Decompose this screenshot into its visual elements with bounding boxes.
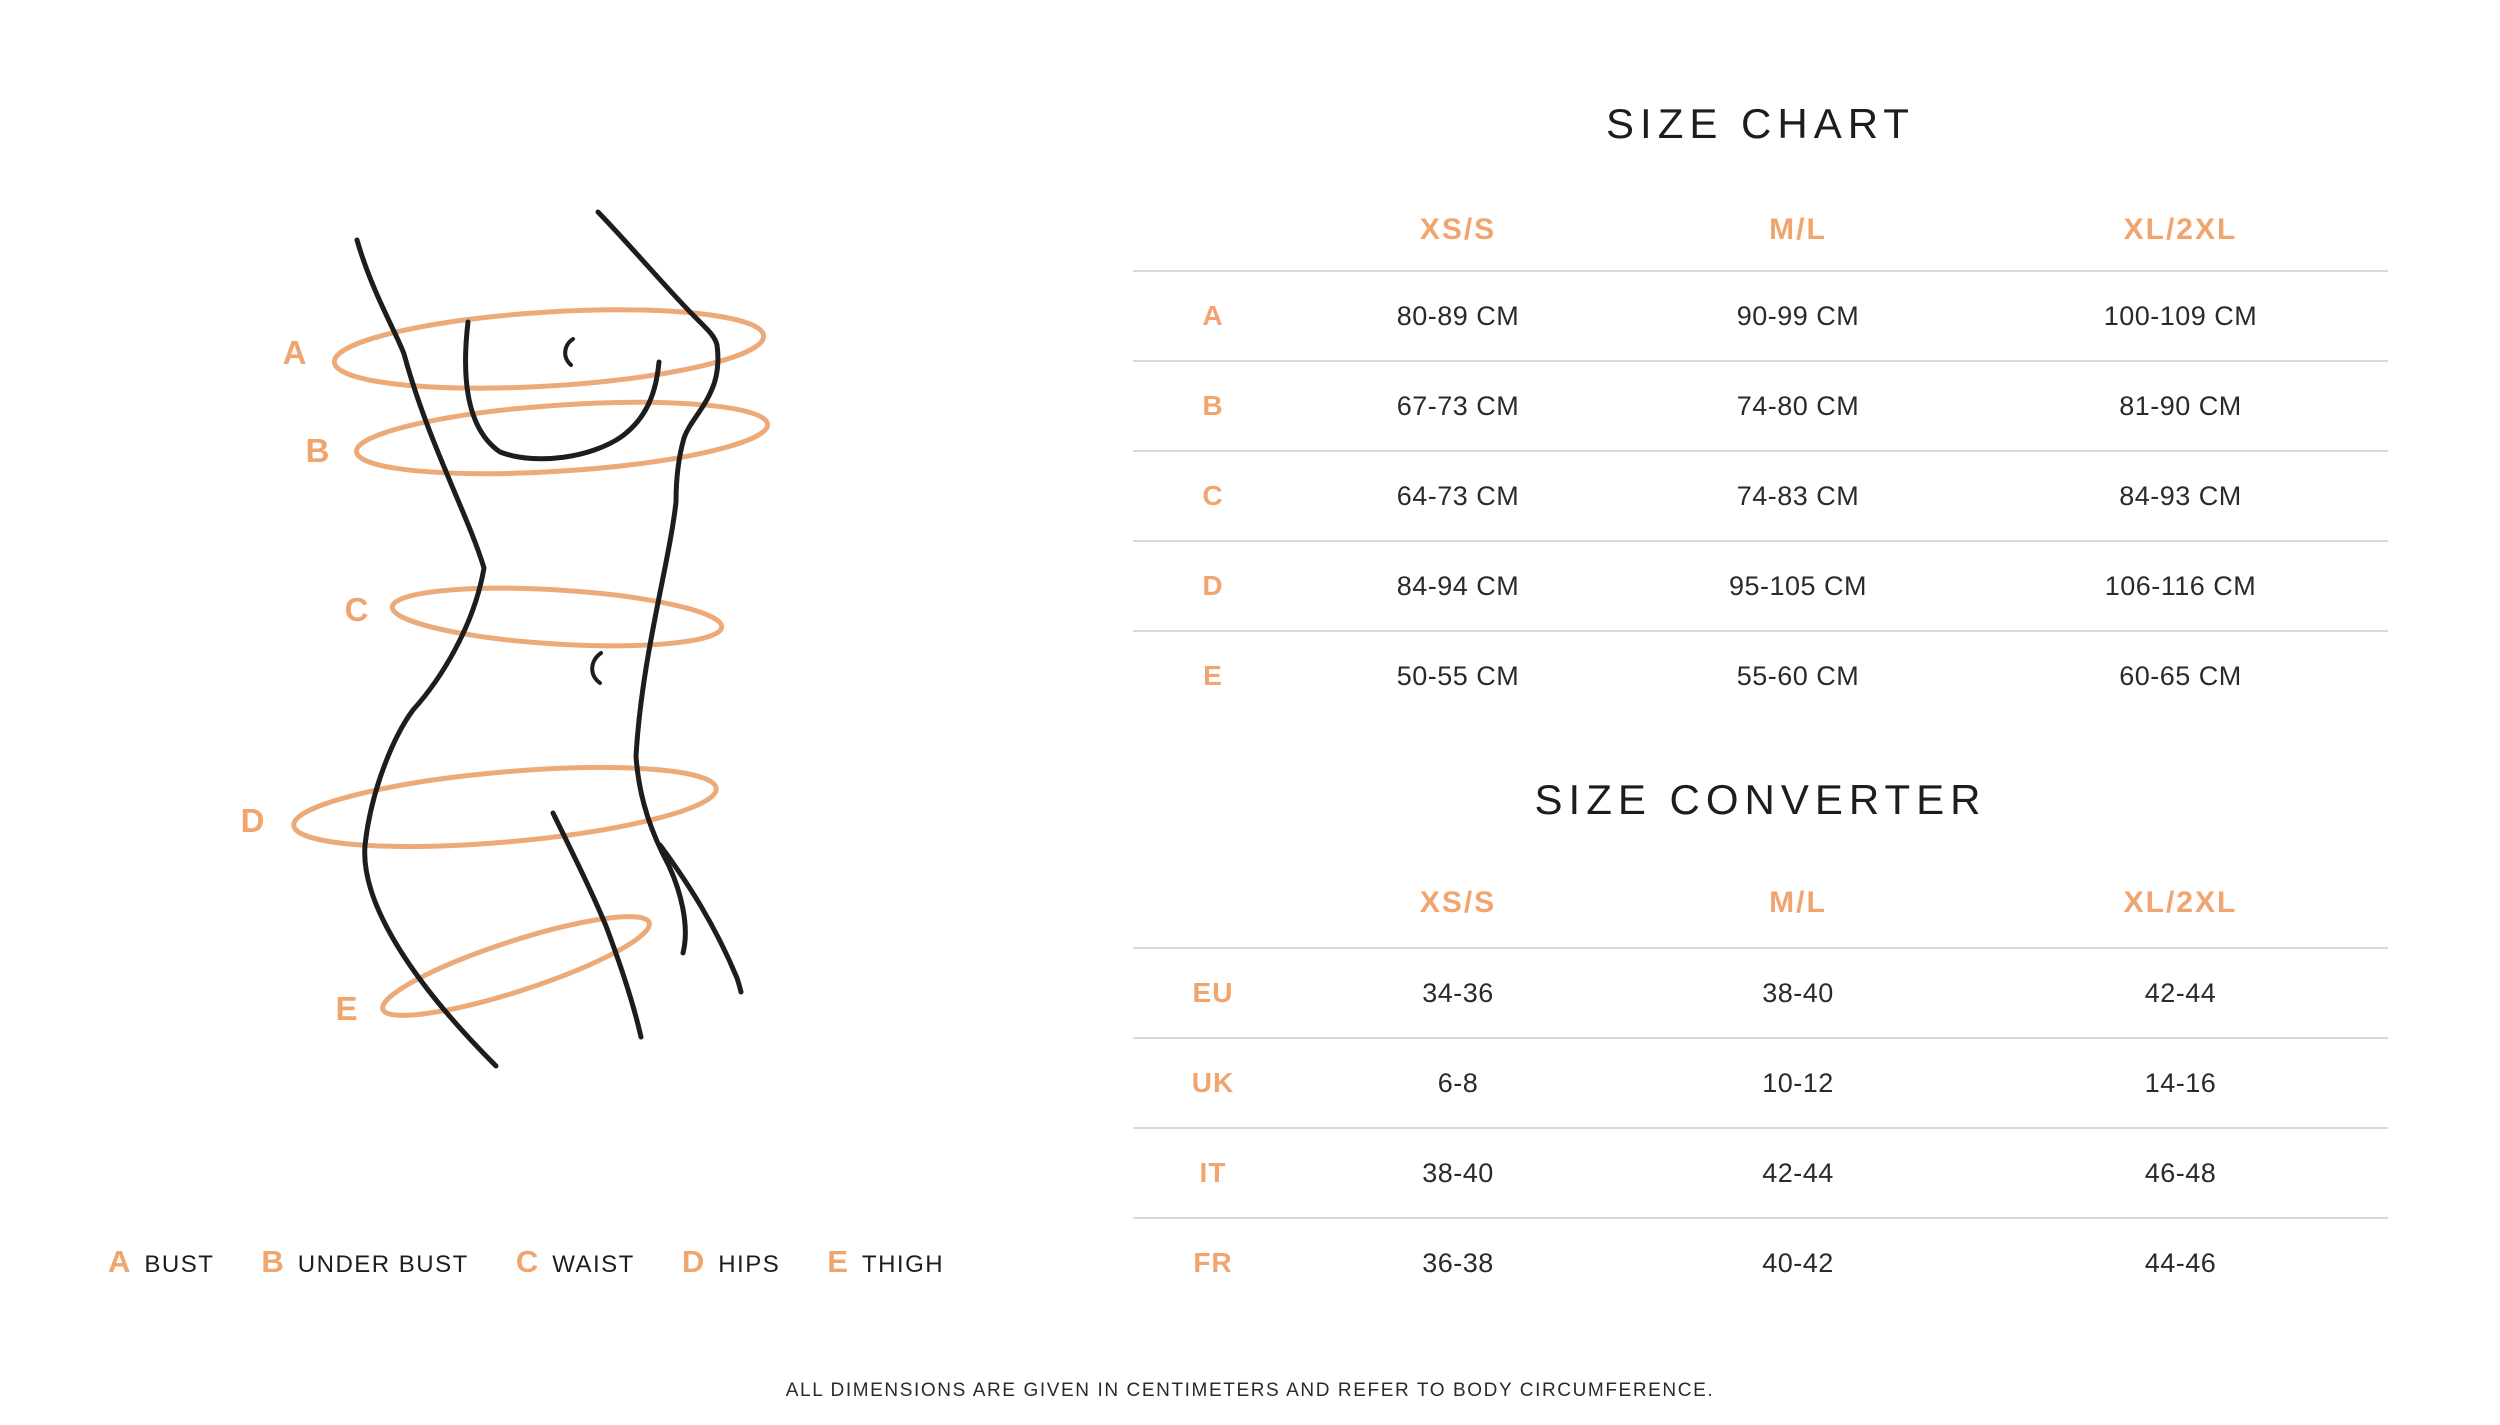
column-header-xl-2xl: XL/2XL	[2123, 213, 2238, 246]
legend-item-hips: D HIPS	[682, 1244, 780, 1280]
column-header-m-l: M/L	[1769, 886, 1827, 919]
legend-label: THIGH	[861, 1251, 945, 1278]
table-row-eu: EU 34-36 38-40 42-44	[1133, 947, 2388, 1037]
body-measurement-figure: A B C D E	[0, 0, 1000, 1425]
waist-ring	[389, 585, 725, 649]
back-outline	[354, 237, 499, 1069]
row-value: 80-89 CM	[1396, 300, 1520, 331]
row-value: 95-105 CM	[1728, 570, 1868, 601]
legend-letter: A	[108, 1244, 131, 1279]
row-label: D	[1202, 570, 1224, 601]
row-value: 38-40	[1422, 1157, 1494, 1188]
row-value: 10-12	[1762, 1067, 1834, 1098]
front-outline	[595, 209, 721, 956]
row-value: 60-65 CM	[2119, 660, 2242, 691]
column-header-xs-s: XS/S	[1419, 213, 1497, 246]
legend-item-bust: A BUST	[108, 1244, 214, 1280]
table-row-a: A 80-89 CM 90-99 CM 100-109 CM	[1133, 270, 2388, 360]
row-value: 50-55 CM	[1396, 660, 1520, 691]
measurement-legend: A BUST B UNDER BUST C WAIST D HIPS E THI…	[108, 1236, 944, 1288]
table-row-it: IT 38-40 42-44 46-48	[1133, 1127, 2388, 1217]
row-label: FR	[1193, 1247, 1233, 1278]
legend-label: UNDER BUST	[297, 1251, 469, 1278]
legend-letter: D	[681, 1244, 705, 1279]
figure-label-waist: C	[345, 591, 370, 628]
legend-item-under-bust: B UNDER BUST	[261, 1244, 468, 1280]
under-bust-ring	[353, 399, 771, 477]
figure-label-bust: A	[283, 334, 308, 371]
legend-letter: C	[515, 1244, 539, 1279]
row-value: 6-8	[1437, 1067, 1479, 1098]
table-row-d: D 84-94 CM 95-105 CM 106-116 CM	[1133, 540, 2388, 630]
breast-curve	[463, 319, 662, 462]
column-header-xs-s: XS/S	[1419, 886, 1497, 919]
row-label: B	[1202, 390, 1224, 421]
hips-ring	[291, 765, 719, 849]
legend-item-thigh: E THIGH	[827, 1244, 944, 1280]
row-label: UK	[1191, 1067, 1235, 1098]
row-label: A	[1202, 300, 1224, 331]
legend-item-waist: C WAIST	[516, 1244, 635, 1280]
row-label: C	[1202, 480, 1224, 511]
row-value: 90-99 CM	[1736, 300, 1860, 331]
row-value: 34-36	[1422, 977, 1494, 1008]
row-value: 84-94 CM	[1396, 570, 1520, 601]
figure-label-thigh: E	[335, 990, 358, 1027]
row-value: 42-44	[2144, 977, 2217, 1008]
row-value: 40-42	[1762, 1247, 1834, 1278]
row-value: 36-38	[1422, 1247, 1494, 1278]
row-value: 55-60 CM	[1736, 660, 1860, 691]
row-value: 100-109 CM	[2103, 300, 2258, 331]
row-value: 42-44	[1762, 1157, 1834, 1188]
row-value: 74-80 CM	[1736, 390, 1860, 421]
row-value: 46-48	[2144, 1157, 2217, 1188]
row-value: 64-73 CM	[1396, 480, 1520, 511]
legend-label: WAIST	[552, 1251, 635, 1278]
size-converter-header-row: XS/S M/L XL/2XL	[1133, 868, 2388, 938]
legend-letter: B	[261, 1244, 284, 1279]
nipple-mark	[563, 337, 575, 367]
size-chart-title: SIZE CHART	[1606, 100, 1915, 147]
table-row-e: E 50-55 CM 55-60 CM 60-65 CM	[1133, 630, 2388, 720]
table-row-fr: FR 36-38 40-42 44-46	[1133, 1217, 2388, 1307]
table-row-b: B 67-73 CM 74-80 CM 81-90 CM	[1133, 360, 2388, 450]
legend-label: HIPS	[718, 1251, 781, 1278]
legend-label: BUST	[144, 1251, 215, 1278]
column-header-xl-2xl: XL/2XL	[2123, 886, 2238, 919]
inner-thigh-line	[550, 810, 644, 1040]
navel-mark	[590, 651, 603, 685]
legend-letter: E	[827, 1244, 848, 1279]
row-label: EU	[1192, 977, 1234, 1008]
row-value: 38-40	[1762, 977, 1834, 1008]
row-value: 44-46	[2144, 1247, 2217, 1278]
figure-label-hips: D	[241, 802, 266, 839]
row-label: E	[1203, 660, 1223, 691]
row-value: 14-16	[2144, 1067, 2217, 1098]
size-chart-table: A 80-89 CM 90-99 CM 100-109 CM B 67-73 C…	[1133, 270, 2388, 720]
outer-thigh-line	[657, 842, 744, 995]
row-value: 84-93 CM	[2119, 480, 2242, 511]
thigh-ring	[380, 914, 652, 1018]
size-converter-table: EU 34-36 38-40 42-44 UK 6-8 10-12 14-16 …	[1133, 947, 2388, 1307]
figure-label-under-bust: B	[306, 432, 331, 469]
row-label: IT	[1199, 1157, 1227, 1188]
size-chart-header-row: XS/S M/L XL/2XL	[1133, 195, 2388, 265]
column-header-m-l: M/L	[1769, 213, 1827, 246]
bust-ring	[331, 307, 767, 391]
row-value: 67-73 CM	[1396, 390, 1520, 421]
dimensions-note: ALL DIMENSIONS ARE GIVEN IN CENTIMETERS …	[785, 1380, 1715, 1401]
size-converter-title: SIZE CONVERTER	[1534, 776, 1987, 823]
body-diagram: A B C D E	[241, 209, 771, 1069]
row-value: 81-90 CM	[2119, 390, 2242, 421]
row-value: 74-83 CM	[1736, 480, 1860, 511]
table-row-uk: UK 6-8 10-12 14-16	[1133, 1037, 2388, 1127]
row-value: 106-116 CM	[2104, 570, 2257, 601]
table-row-c: C 64-73 CM 74-83 CM 84-93 CM	[1133, 450, 2388, 540]
